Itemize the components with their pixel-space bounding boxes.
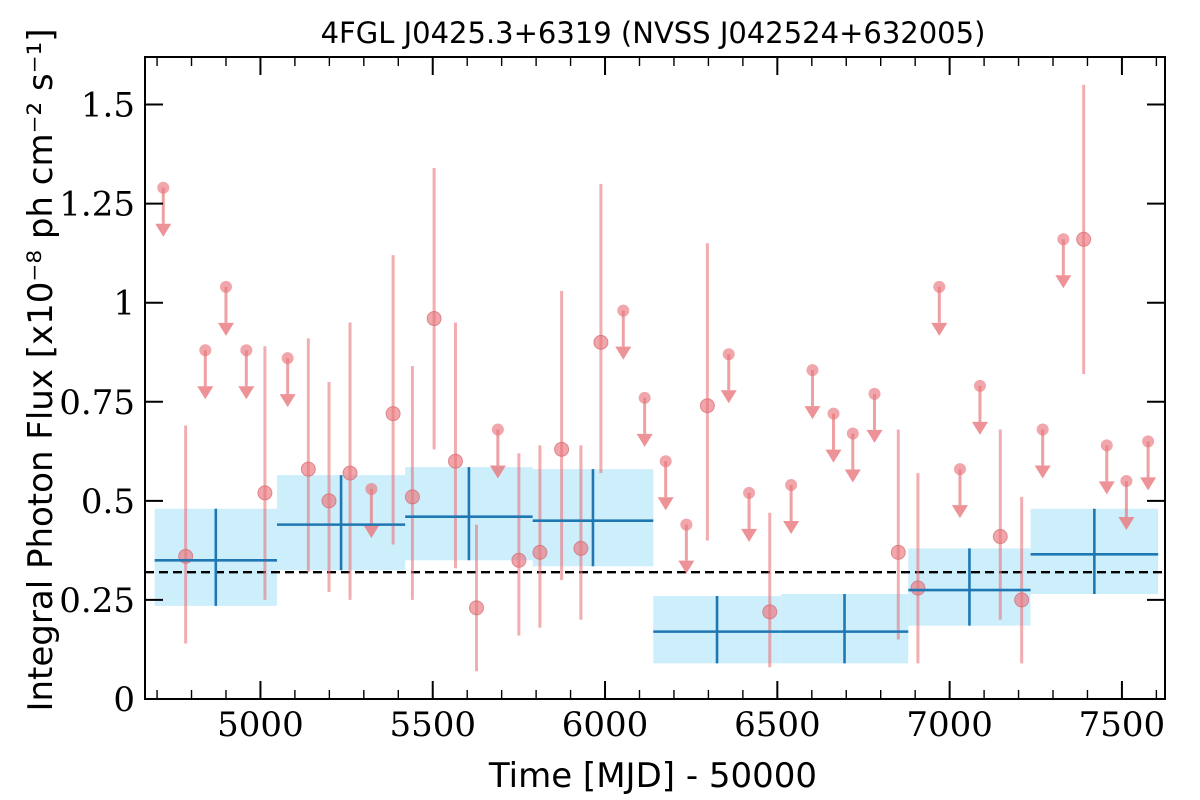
upper-limit-arrow	[741, 528, 758, 542]
detection-point	[1076, 231, 1092, 247]
upper-limit-arrow	[363, 524, 380, 538]
detection-point	[257, 485, 273, 501]
upper-limit-arrow	[1034, 465, 1051, 479]
upper-limit-arrow	[1098, 481, 1115, 495]
x-tick-label: 7000	[906, 705, 993, 745]
y-tick-label: 1.25	[59, 185, 135, 225]
upper-limit-point	[680, 518, 693, 531]
y-tick-label: 0.5	[81, 482, 135, 522]
upper-limit-point	[868, 387, 881, 400]
upper-limit-point	[659, 455, 672, 468]
upper-limit-arrow	[217, 322, 234, 336]
detection-point	[992, 529, 1008, 545]
upper-limit-point	[806, 364, 819, 377]
upper-limit-point	[638, 391, 651, 404]
upper-limit-point	[846, 427, 859, 440]
upper-limit-point	[617, 304, 630, 317]
upper-limit-arrow	[1055, 275, 1072, 289]
detection-point	[1014, 592, 1030, 608]
upper-limit-arrow	[1140, 477, 1157, 491]
detection-point	[426, 311, 442, 327]
upper-limit-point	[281, 352, 294, 365]
x-tick-label: 5500	[389, 705, 476, 745]
upper-limit-point	[743, 486, 756, 499]
upper-limit-arrow	[238, 386, 255, 400]
upper-limit-arrow	[615, 346, 632, 360]
detection-point	[910, 580, 926, 596]
detection-point	[321, 493, 337, 509]
detection-point	[511, 552, 527, 568]
upper-limit-arrow	[783, 521, 800, 534]
upper-limit-point	[1057, 233, 1070, 246]
plot-area: 5000 5500 6000 6500 7000 7500 0 0.25 0.5 0.75 1 1.2…	[59, 56, 1166, 745]
upper-limit-point	[1100, 439, 1113, 452]
upper-limit-point	[827, 407, 840, 420]
y-tick-label: 1	[113, 284, 135, 324]
upper-limit-point	[973, 379, 986, 392]
detection-point	[699, 398, 715, 414]
x-axis-title: Time [MJD] - 50000	[488, 756, 817, 796]
upper-limit-point	[491, 423, 504, 436]
upper-limit-point	[785, 479, 798, 491]
detection-point	[447, 453, 463, 469]
upper-limit-arrow	[931, 322, 948, 336]
upper-limit-point	[219, 280, 232, 293]
upper-limit-arrow	[657, 497, 674, 511]
detection-point	[300, 461, 316, 477]
x-tick-label: 7500	[1079, 705, 1166, 745]
upper-limit-point	[1120, 475, 1133, 488]
detection-point	[593, 334, 609, 350]
upper-limit-point	[1142, 435, 1155, 448]
detection-point	[762, 604, 778, 620]
detection-point	[890, 544, 906, 560]
upper-limit-arrow	[489, 465, 506, 479]
upper-limit-arrow	[866, 429, 883, 443]
y-tick-label: 0.75	[59, 383, 135, 423]
upper-limit-arrow	[844, 469, 861, 483]
upper-limit-arrow	[197, 386, 214, 400]
upper-limit-arrow	[636, 433, 653, 447]
upper-limit-point	[953, 463, 966, 476]
detection-point	[342, 465, 358, 481]
detection-point	[554, 441, 570, 457]
x-tick-label: 6500	[734, 705, 821, 745]
x-tick-label: 5000	[217, 705, 304, 745]
upper-limit-point	[199, 344, 212, 357]
y-tick-label: 0	[113, 680, 135, 720]
detection-point	[385, 406, 401, 422]
y-axis-title: Integral Photon Flux [x10⁻⁸ ph cm⁻² s⁻¹]	[21, 28, 61, 711]
upper-limit-arrow	[279, 394, 296, 408]
upper-limit-arrow	[825, 449, 842, 463]
upper-limit-point	[722, 348, 735, 361]
upper-limit-arrow	[155, 223, 172, 237]
upper-limit-arrow	[678, 560, 695, 574]
upper-limit-arrow	[720, 390, 737, 404]
detection-point	[573, 540, 589, 556]
detection-point	[404, 489, 420, 505]
detection-point	[532, 544, 548, 560]
plot-frame	[144, 56, 1166, 700]
y-tick-label: 0.25	[59, 581, 135, 621]
upper-limit-point	[157, 181, 170, 194]
upper-limit-point	[365, 482, 378, 495]
chart-title: 4FGL J0425.3+6319 (NVSS J042524+632005)	[321, 16, 986, 50]
upper-limit-arrow	[1118, 517, 1135, 531]
upper-limit-arrow	[804, 406, 821, 420]
detection-point	[469, 600, 484, 616]
upper-limit-arrow	[951, 505, 968, 519]
upper-limit-arrow	[971, 421, 988, 435]
x-tick-label: 6000	[562, 705, 649, 745]
upper-limit-point	[240, 344, 253, 357]
y-tick-label: 1.5	[81, 86, 135, 126]
upper-limit-point	[1036, 423, 1049, 436]
upper-limit-point	[933, 280, 946, 293]
